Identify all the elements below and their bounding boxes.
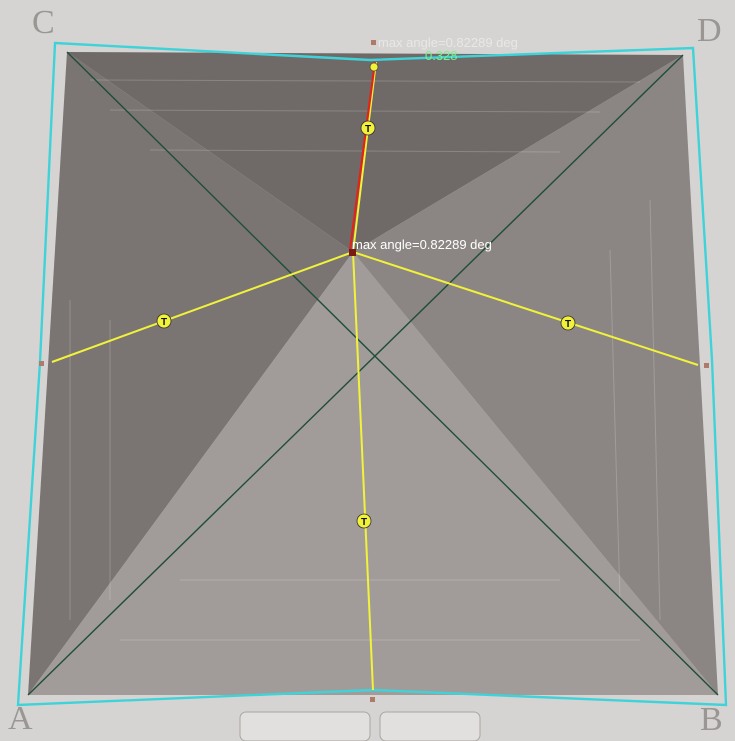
face-right — [353, 55, 718, 695]
edge-handles — [39, 40, 709, 702]
svg-text:T: T — [365, 124, 371, 135]
t-marker[interactable]: T — [356, 513, 372, 529]
face-top — [67, 52, 683, 252]
svg-text:T: T — [361, 517, 367, 528]
corner-label-d: D — [697, 12, 722, 49]
face-bottom — [28, 252, 718, 695]
outline-polygon[interactable] — [16, 41, 728, 707]
center-point[interactable] — [349, 249, 356, 256]
corner-label-c: C — [32, 4, 55, 41]
annotation-center: max angle=0.82289 deg — [352, 237, 492, 252]
edge-handle-left[interactable] — [39, 361, 44, 366]
diagonal-line — [27, 54, 684, 696]
edge-handle-bottom[interactable] — [370, 697, 375, 702]
measure-line-left[interactable] — [51, 251, 354, 363]
svg-text:T: T — [565, 319, 571, 330]
corner-label-b: B — [700, 701, 723, 738]
t-marker[interactable]: T — [156, 313, 172, 329]
corner-label-a: A — [8, 700, 33, 737]
measure-line-top[interactable] — [352, 61, 377, 253]
surface-texture — [69, 79, 661, 641]
measure-lines — [51, 61, 699, 691]
svg-text:T: T — [161, 317, 167, 328]
edge-handle-right[interactable] — [704, 363, 709, 368]
max-angle-line — [348, 61, 377, 251]
face-left — [28, 52, 353, 695]
bottom-blocks — [239, 711, 481, 741]
annotation-top-value: 0.328 — [425, 48, 458, 63]
t-marker[interactable]: T — [560, 315, 576, 331]
t-marker[interactable]: T — [360, 120, 376, 136]
annotation-top-faint: max angle=0.82289 deg — [378, 35, 518, 50]
measure-line-bottom[interactable] — [352, 251, 374, 691]
edge-handle-top[interactable] — [371, 40, 376, 45]
t-marker[interactable] — [369, 62, 379, 72]
diagonal-line — [66, 51, 719, 696]
measure-line-right[interactable] — [352, 251, 699, 366]
